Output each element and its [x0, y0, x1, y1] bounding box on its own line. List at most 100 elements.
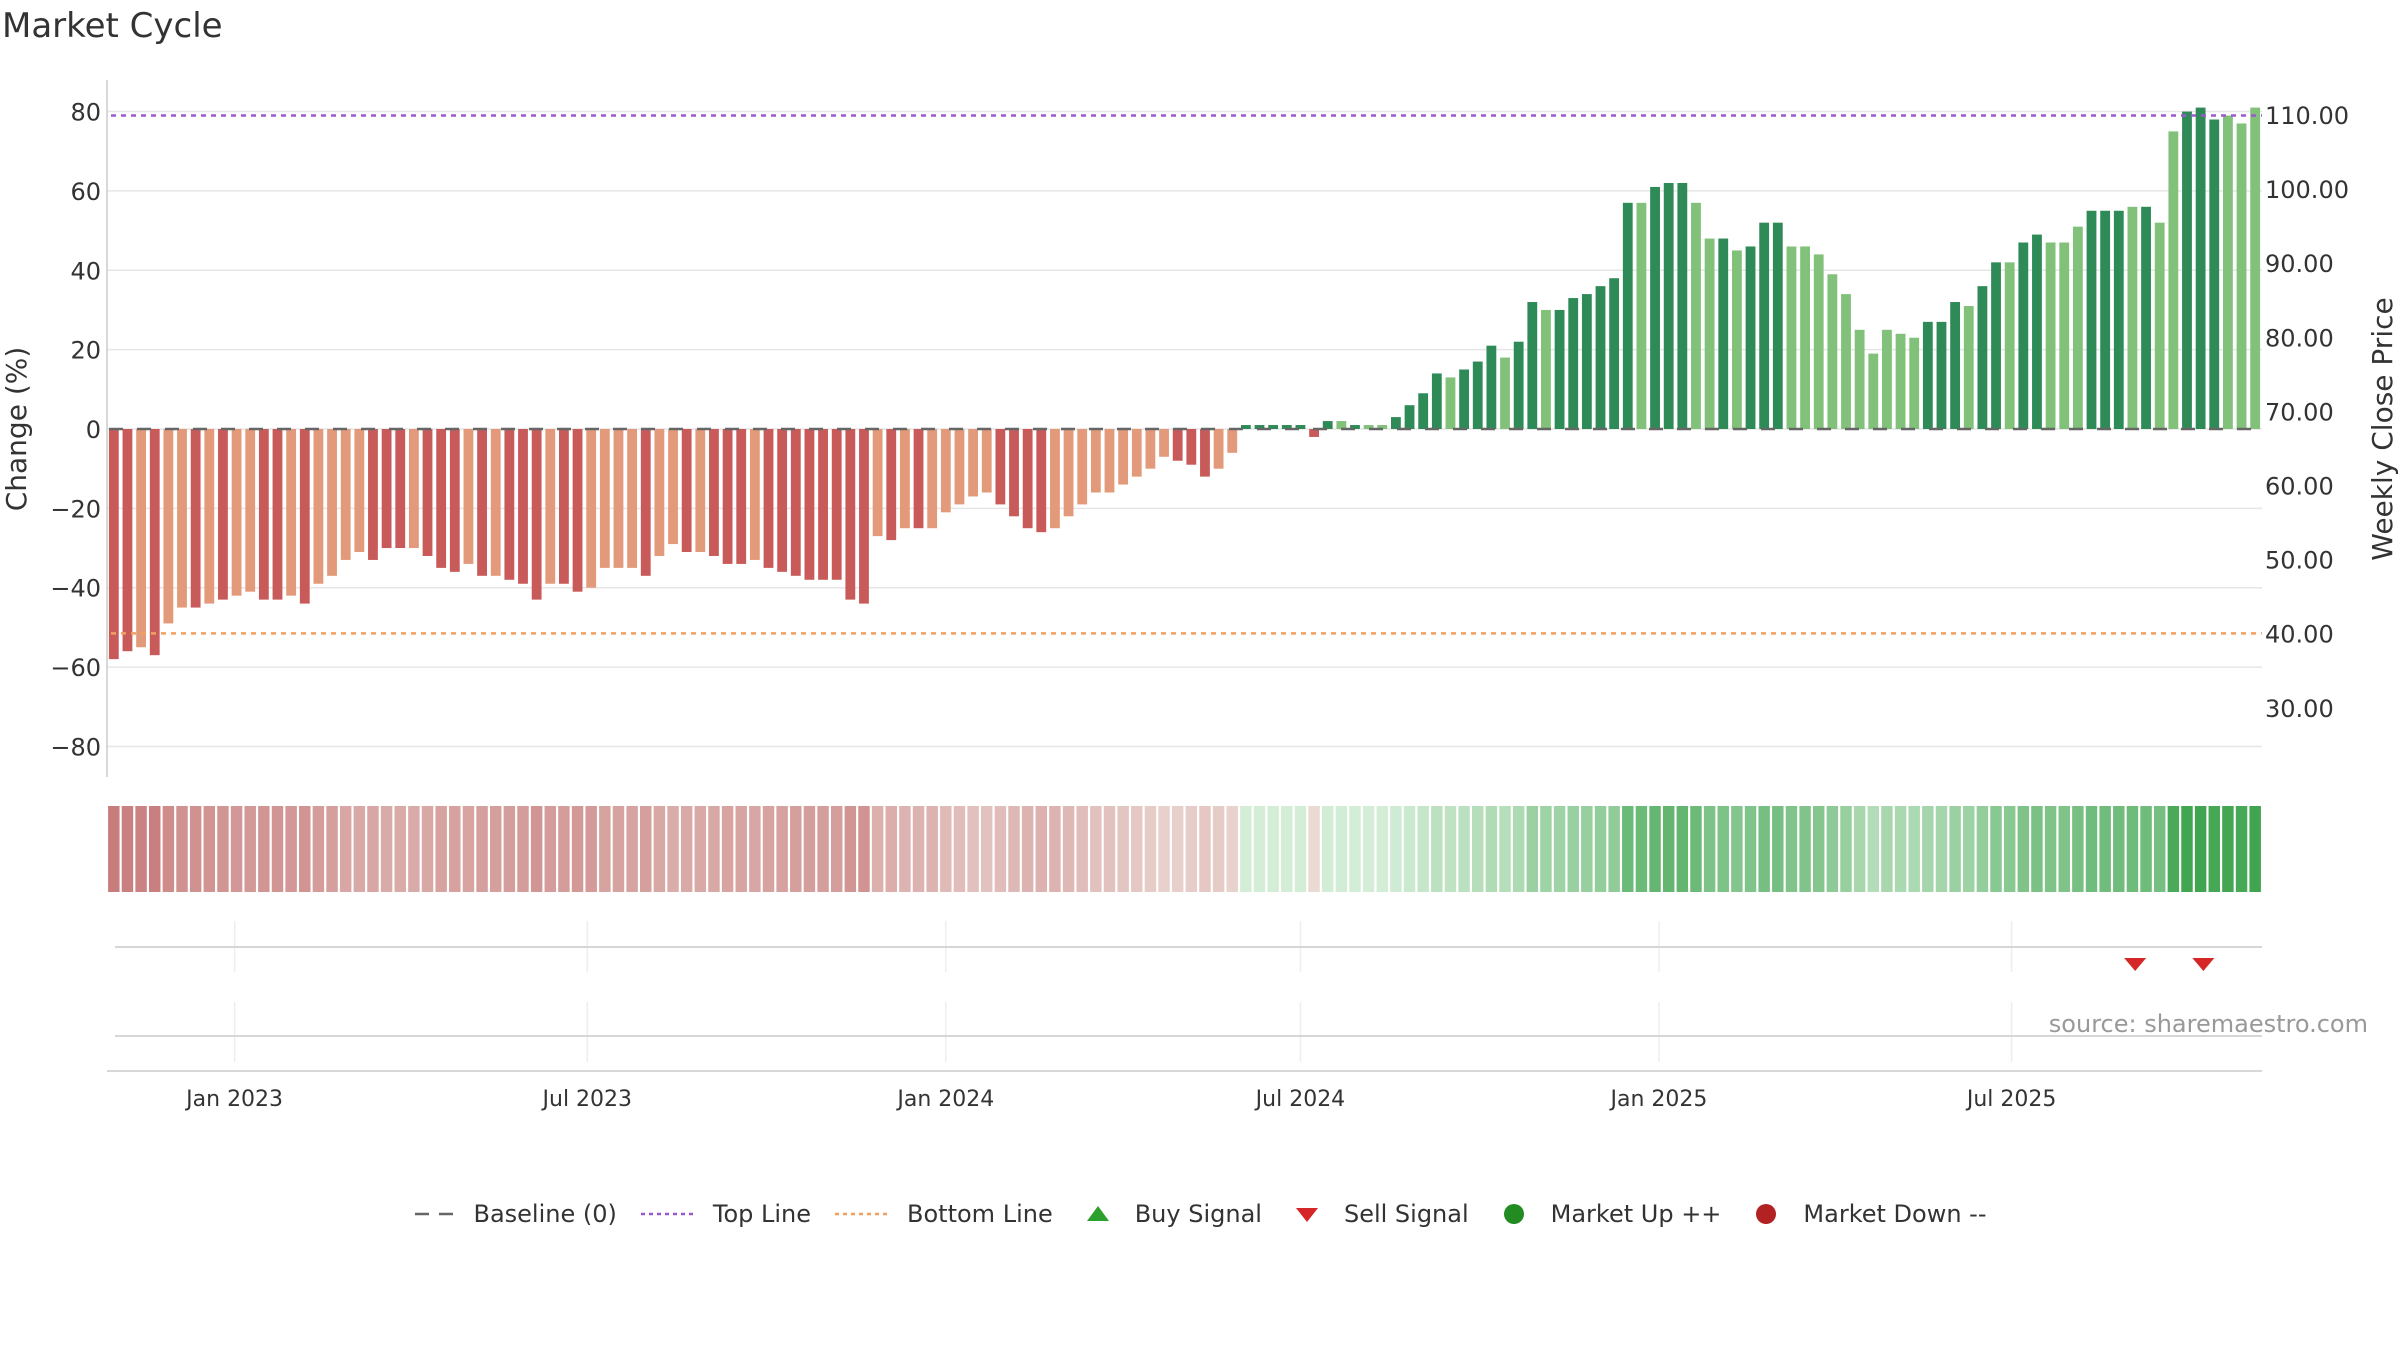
bar: [613, 429, 624, 568]
y-tick-label: −80: [50, 733, 101, 761]
source-credit: source: sharemaestro.com: [2048, 1010, 2368, 1038]
strip-cell: [2017, 806, 2030, 892]
bar: [218, 429, 228, 600]
bar: [995, 429, 1006, 505]
bar: [463, 429, 474, 564]
bar: [163, 429, 174, 624]
bar: [1936, 321, 1947, 429]
bar: [1322, 421, 1333, 429]
bar: [872, 429, 883, 537]
bar: [2072, 226, 2083, 429]
strip-cell: [680, 806, 693, 892]
bar: [1963, 305, 1974, 429]
bar: [504, 429, 515, 580]
bar: [1063, 429, 1074, 517]
x-tick-label: Jan 2025: [1608, 1087, 1707, 1112]
strip-cell: [530, 806, 543, 892]
strip-cell: [299, 806, 311, 892]
strip-cell: [1335, 806, 1348, 892]
bar: [668, 429, 678, 545]
bar: [1663, 182, 1674, 429]
strip-cell: [721, 806, 734, 892]
strip-cell: [149, 806, 161, 892]
bar: [408, 429, 419, 549]
red-circle-icon: [1756, 1204, 1777, 1224]
strip-cell: [2140, 806, 2152, 892]
bar: [845, 429, 856, 600]
strip-cell: [776, 806, 788, 892]
bar: [313, 429, 324, 584]
strip-cell: [244, 806, 256, 892]
strip-cell: [1362, 806, 1375, 892]
bar: [2222, 115, 2233, 429]
strip-cell: [1540, 806, 1552, 892]
bar: [1186, 429, 1197, 465]
bar: [1772, 222, 1783, 429]
bar: [1240, 425, 1251, 429]
strip-cell: [858, 806, 870, 892]
strip-cell: [790, 806, 802, 892]
bar: [2154, 222, 2165, 429]
bar: [559, 429, 569, 584]
strip-cell: [1403, 806, 1416, 892]
strip-cell: [1444, 806, 1457, 892]
y-tick-label: −20: [50, 495, 101, 523]
strip-cell: [1812, 806, 1825, 892]
strip-cell: [2058, 806, 2070, 892]
strip-cell: [1881, 806, 1893, 892]
y2-axis-title: Weekly Close Price: [2366, 297, 2399, 560]
strip-cell: [1185, 806, 1198, 892]
bar: [1731, 250, 1742, 429]
strip-cell: [830, 806, 843, 892]
bar: [1677, 182, 1688, 429]
bar: [354, 429, 365, 553]
y2-tick-label: 30.00: [2265, 695, 2334, 723]
bar: [1390, 417, 1401, 429]
strip-cell: [394, 806, 406, 892]
sell-signal-marker: [2124, 958, 2147, 971]
strip-cell: [367, 806, 379, 892]
bar: [927, 429, 938, 529]
bar: [1882, 329, 1892, 429]
strip-cell: [1144, 806, 1157, 892]
bar: [749, 429, 760, 560]
strip-cell: [1417, 806, 1429, 892]
bar: [940, 429, 951, 513]
bar: [1718, 238, 1729, 429]
bar: [777, 429, 788, 572]
legend-label: Sell Signal: [1343, 1200, 1469, 1228]
y-tick-label: 20: [70, 337, 101, 365]
bar: [2100, 210, 2111, 429]
strip-cell: [503, 806, 516, 892]
bar: [1172, 429, 1183, 461]
bar: [790, 429, 801, 576]
bar: [2236, 123, 2247, 430]
strip-cell: [435, 806, 447, 892]
strip-cell: [1622, 806, 1634, 892]
strip-cell: [339, 806, 352, 892]
strip-cell: [1049, 806, 1061, 892]
bar: [1309, 429, 1319, 437]
strip-cell: [1772, 806, 1784, 892]
strip-cell: [2208, 806, 2220, 892]
strip-cell: [1799, 806, 1811, 892]
bar: [2182, 111, 2192, 429]
strip-cell: [353, 806, 366, 892]
bar: [722, 429, 733, 564]
strip-cell: [2072, 806, 2084, 892]
bar: [1118, 429, 1129, 485]
legend-label: Market Up ++: [1550, 1200, 1722, 1228]
reference-lines: [109, 114, 2262, 635]
bar: [1691, 202, 1701, 429]
legend-label: Buy Signal: [1134, 1200, 1262, 1228]
bar: [681, 429, 692, 553]
bar: [531, 429, 542, 600]
bar: [1813, 254, 1824, 429]
strip-cell: [626, 806, 638, 892]
strip-cell: [2044, 806, 2057, 892]
strip-cell: [1990, 806, 2002, 892]
bar: [954, 429, 965, 505]
strip-cell: [462, 806, 475, 892]
bar: [1131, 429, 1142, 477]
